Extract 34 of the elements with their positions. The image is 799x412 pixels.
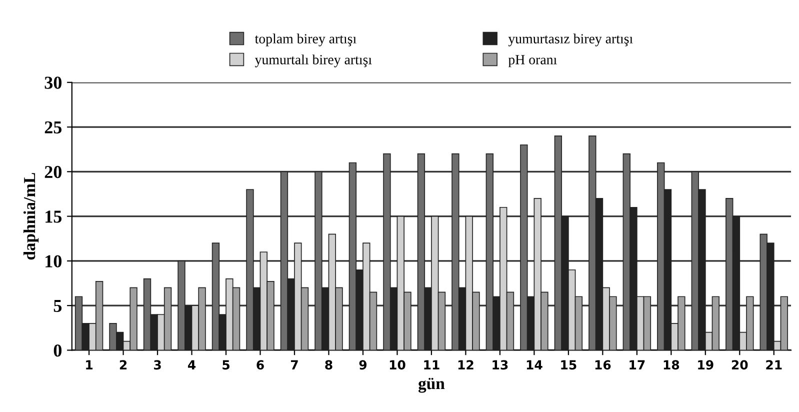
y-tick-label: 15 [46, 210, 62, 223]
legend-label: pH oranı [508, 55, 557, 68]
y-tick-label: 30 [44, 76, 62, 89]
legend-label: yumurtalı birey artışı [254, 54, 372, 68]
x-tick-label: 8 [325, 360, 332, 370]
y-tick-label: 20 [44, 166, 62, 178]
x-tick-label: 6 [256, 360, 264, 370]
y-tick-label: 10 [46, 255, 62, 268]
y-axis-title: daphnia/mL [23, 172, 39, 260]
x-tick-label: 12 [458, 360, 474, 370]
x-tick-label: 18 [664, 360, 680, 370]
x-tick-label: 7 [290, 360, 298, 370]
x-tick-label: 10 [390, 360, 406, 370]
x-tick-label: 14 [526, 360, 542, 370]
x-tick-label: 3 [154, 360, 161, 370]
y-tick-label: 25 [44, 121, 62, 134]
x-axis-title: gün [418, 378, 445, 393]
y-tick-label: 0 [54, 344, 62, 357]
x-tick-label: 4 [188, 360, 196, 370]
x-tick-label: 19 [698, 360, 714, 370]
x-tick-label: 20 [732, 360, 748, 370]
x-tick-label: 17 [630, 360, 645, 370]
x-tick-label: 21 [766, 360, 782, 370]
legend-label: yumurtasız birey artışı [508, 34, 633, 46]
x-tick-label: 5 [222, 360, 230, 370]
x-tick-label: 2 [120, 360, 127, 370]
x-tick-label: 16 [595, 360, 611, 370]
x-tick-label: 9 [359, 360, 367, 370]
legend-label: toplam birey artışı [254, 34, 356, 46]
x-tick-label: 13 [492, 360, 508, 370]
x-tick-label: 1 [86, 360, 93, 370]
x-tick-label: 15 [561, 360, 576, 370]
x-tick-label: 11 [424, 360, 440, 370]
y-tick-label: 5 [54, 300, 62, 312]
